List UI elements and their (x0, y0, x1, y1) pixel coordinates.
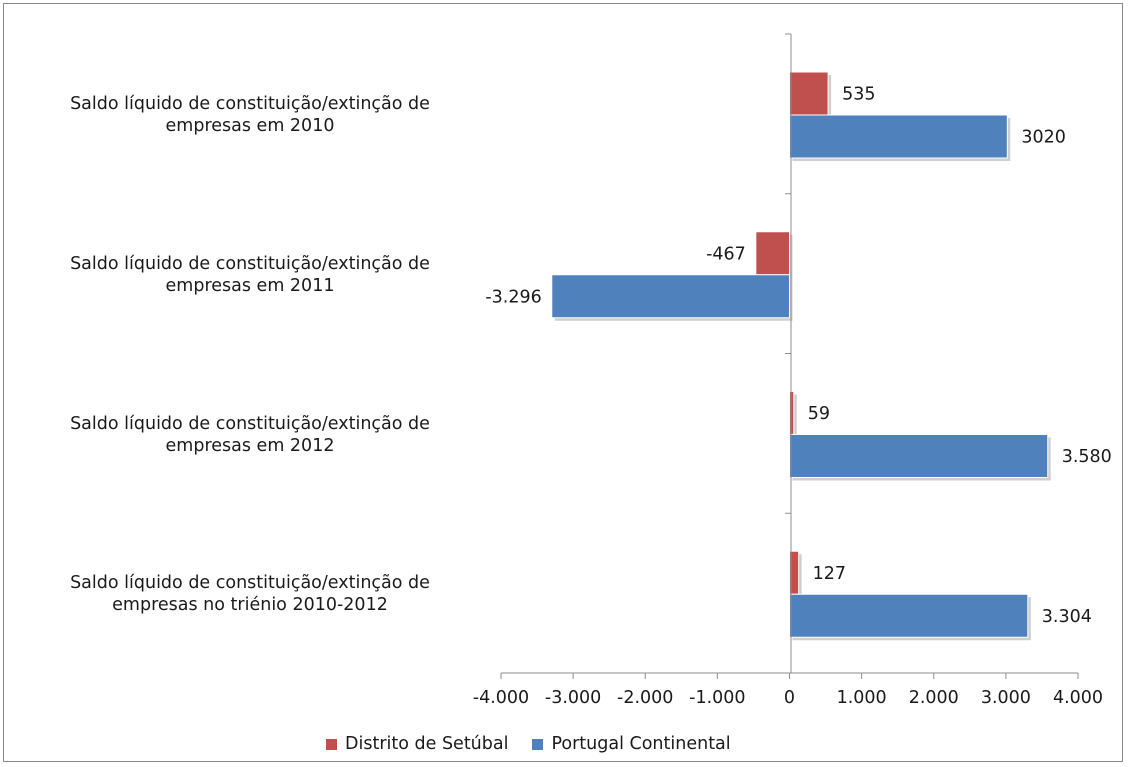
category-label-line: empresas no triénio 2010-2012 (112, 595, 388, 616)
category-label-line: empresas em 2011 (165, 275, 335, 296)
category-label-line: empresas em 2012 (165, 435, 335, 456)
legend-item: Portugal Continental (532, 734, 731, 754)
bar-distrito-setubal (789, 71, 829, 116)
category-label: Saldo líquido de constituição/extinção d… (10, 253, 490, 297)
bar-portugal-continental (789, 434, 1049, 478)
data-label: 3.580 (1062, 447, 1112, 467)
data-label: 3020 (1021, 128, 1066, 148)
category-label: Saldo líquido de constituição/extinção d… (10, 572, 490, 616)
category-label-line: empresas em 2010 (165, 116, 335, 136)
x-tick-label: -1.000 (689, 688, 745, 708)
bar-distrito-setubal (789, 391, 795, 435)
legend: Distrito de Setúbal Portugal Continental (326, 734, 755, 754)
x-tick-label: 3.000 (981, 688, 1031, 708)
data-label: -467 (706, 244, 746, 264)
data-label: -3.296 (485, 287, 541, 307)
category-label-line: Saldo líquido de constituição/extinção d… (70, 94, 430, 114)
legend-item: Distrito de Setúbal (326, 734, 508, 754)
x-tick-label: -3.000 (545, 688, 601, 708)
x-tick-label: 0 (784, 688, 795, 708)
bar-distrito-setubal (755, 231, 790, 276)
legend-swatch (326, 738, 337, 750)
x-tick-label: 2.000 (909, 688, 959, 708)
x-tick-label: -4.000 (473, 688, 529, 708)
category-label-line: Saldo líquido de constituição/extinção d… (70, 573, 430, 594)
data-label: 3.304 (1042, 607, 1092, 627)
category-label-line: Saldo líquido de constituição/extinção d… (70, 413, 430, 434)
bar-shadow (792, 394, 797, 438)
category-label-line: Saldo líquido de constituição/extinção d… (70, 253, 430, 274)
data-label: 127 (813, 564, 846, 584)
category-label: Saldo líquido de constituição/extinção d… (10, 93, 490, 137)
legend-label: Distrito de Setúbal (345, 734, 509, 754)
x-tick-label: 1.000 (837, 688, 887, 708)
category-label: Saldo líquido de constituição/extinção d… (10, 413, 490, 457)
bar-portugal-continental (551, 274, 790, 319)
bar-portugal-continental (789, 114, 1008, 159)
bar-portugal-continental (789, 593, 1029, 638)
bar-chart: 535 -467 59 127 3020 -3.296 3.580 3.304 -4.000 -3… (473, 33, 1112, 708)
data-label: 535 (842, 85, 875, 105)
x-tick-label: 4.000 (1053, 688, 1103, 708)
data-label: 59 (808, 404, 830, 424)
x-tick-label: -2.000 (617, 688, 673, 708)
legend-label: Portugal Continental (551, 734, 731, 754)
chart-frame: 535 -467 59 127 3020 -3.296 3.580 3.304 -4.000 -3… (3, 3, 1123, 762)
legend-swatch (532, 738, 544, 750)
